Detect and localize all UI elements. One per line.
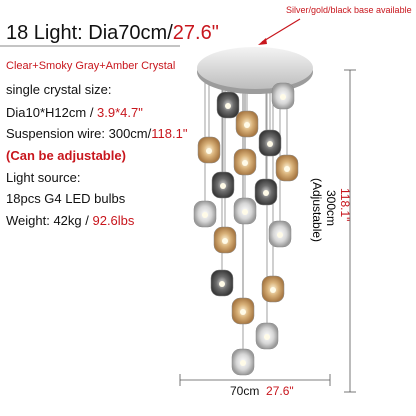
weight-imperial: 92.6lbs <box>92 213 135 228</box>
wire-imperial: 118.1" <box>151 126 188 141</box>
title-metric: 18 Light: Dia70cm/ <box>6 22 173 44</box>
bulb <box>240 309 246 315</box>
bulb <box>222 238 228 244</box>
bulb <box>267 141 273 147</box>
base-note: Silver/gold/black base available <box>286 5 412 15</box>
height-imperial: 118.1" <box>338 188 352 222</box>
height-metric: 300cm <box>324 190 338 227</box>
title-imperial: 27.6" <box>172 22 219 44</box>
height-note: (Adjustable) <box>310 178 324 243</box>
canopy <box>197 47 313 89</box>
size-label: single crystal size: <box>6 82 112 97</box>
bulb <box>277 232 283 238</box>
arrow <box>261 18 301 43</box>
bulb <box>206 148 212 154</box>
bulb <box>242 160 248 166</box>
width-metric: 70cm <box>230 384 260 398</box>
bulb <box>264 334 270 340</box>
bulb <box>225 103 231 109</box>
bulb <box>280 94 286 100</box>
weight-metric: Weight: 42kg / <box>6 213 93 228</box>
arrow-head <box>258 38 267 45</box>
size-imperial: 3.9*4.7" <box>97 105 143 120</box>
title: 18 Light: Dia70cm/27.6" <box>6 22 219 45</box>
width-imperial: 27.6" <box>266 384 294 398</box>
size-metric: Dia10*H12cm / <box>6 105 98 120</box>
bulb <box>284 166 290 172</box>
bulb <box>270 287 276 293</box>
bulb <box>220 183 226 189</box>
dimension-lines <box>179 69 356 393</box>
bulb <box>242 209 248 215</box>
bulbs: 18pcs G4 LED bulbs <box>6 191 126 206</box>
wire-metric: Suspension wire: 300cm/ <box>6 126 152 141</box>
bulb <box>263 190 269 196</box>
bulb <box>202 212 208 218</box>
bulb <box>219 281 225 287</box>
crystal: Clear+Smoky Gray+Amber Crystal <box>6 60 176 72</box>
pendants <box>193 82 299 376</box>
source-label: Light source: <box>6 170 81 185</box>
adjustable: (Can be adjustable) <box>6 148 126 163</box>
bulb <box>240 360 246 366</box>
bulb <box>244 122 250 128</box>
